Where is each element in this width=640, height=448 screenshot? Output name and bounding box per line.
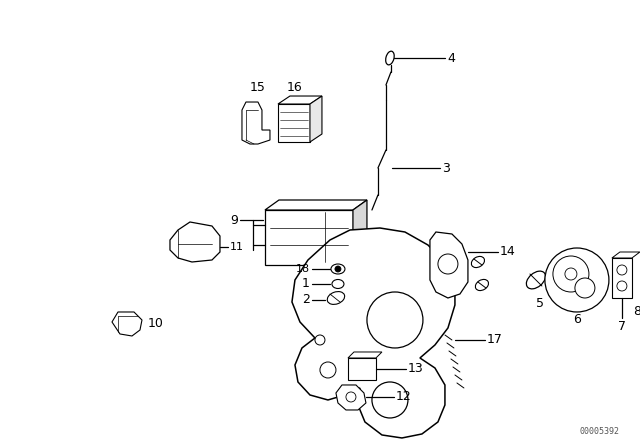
Polygon shape [112, 312, 142, 336]
Bar [278, 104, 310, 142]
Ellipse shape [476, 280, 488, 291]
Polygon shape [278, 96, 322, 104]
Circle shape [320, 362, 336, 378]
Circle shape [617, 281, 627, 291]
Text: 5: 5 [536, 297, 544, 310]
Text: 17: 17 [487, 333, 503, 346]
Polygon shape [336, 385, 366, 410]
Circle shape [372, 382, 408, 418]
Polygon shape [348, 352, 382, 358]
Text: 8: 8 [633, 306, 640, 319]
Circle shape [575, 278, 595, 298]
Text: 7: 7 [618, 320, 626, 333]
Text: 4: 4 [447, 52, 455, 65]
Polygon shape [310, 96, 322, 142]
Circle shape [438, 254, 458, 274]
Text: 3: 3 [442, 162, 450, 175]
Circle shape [545, 248, 609, 312]
Text: 10: 10 [148, 318, 164, 331]
Circle shape [315, 335, 325, 345]
Bar [612, 258, 632, 298]
Ellipse shape [526, 271, 545, 289]
Text: 00005392: 00005392 [580, 427, 620, 436]
Polygon shape [612, 252, 640, 258]
Circle shape [367, 292, 423, 348]
Text: 6: 6 [573, 314, 581, 327]
Ellipse shape [332, 280, 344, 289]
Circle shape [346, 392, 356, 402]
Circle shape [553, 256, 589, 292]
Circle shape [617, 265, 627, 275]
Text: 2: 2 [302, 293, 310, 306]
Text: 11: 11 [230, 242, 244, 252]
Polygon shape [170, 222, 220, 262]
Polygon shape [292, 228, 455, 438]
Text: 13: 13 [408, 362, 424, 375]
Polygon shape [265, 200, 367, 210]
Bar [348, 358, 376, 380]
Text: 12: 12 [396, 391, 412, 404]
Polygon shape [430, 232, 468, 298]
Text: 15: 15 [250, 81, 266, 94]
Bar [265, 210, 353, 265]
Text: 18: 18 [296, 264, 310, 274]
Ellipse shape [386, 51, 394, 65]
Polygon shape [242, 102, 270, 144]
Circle shape [335, 266, 341, 272]
Ellipse shape [327, 292, 345, 304]
Ellipse shape [331, 264, 345, 274]
Ellipse shape [472, 256, 484, 267]
Text: 16: 16 [287, 81, 303, 94]
Text: 14: 14 [500, 246, 516, 258]
Polygon shape [353, 200, 367, 265]
Circle shape [565, 268, 577, 280]
Text: 1: 1 [302, 277, 310, 290]
Text: 9: 9 [230, 214, 238, 227]
